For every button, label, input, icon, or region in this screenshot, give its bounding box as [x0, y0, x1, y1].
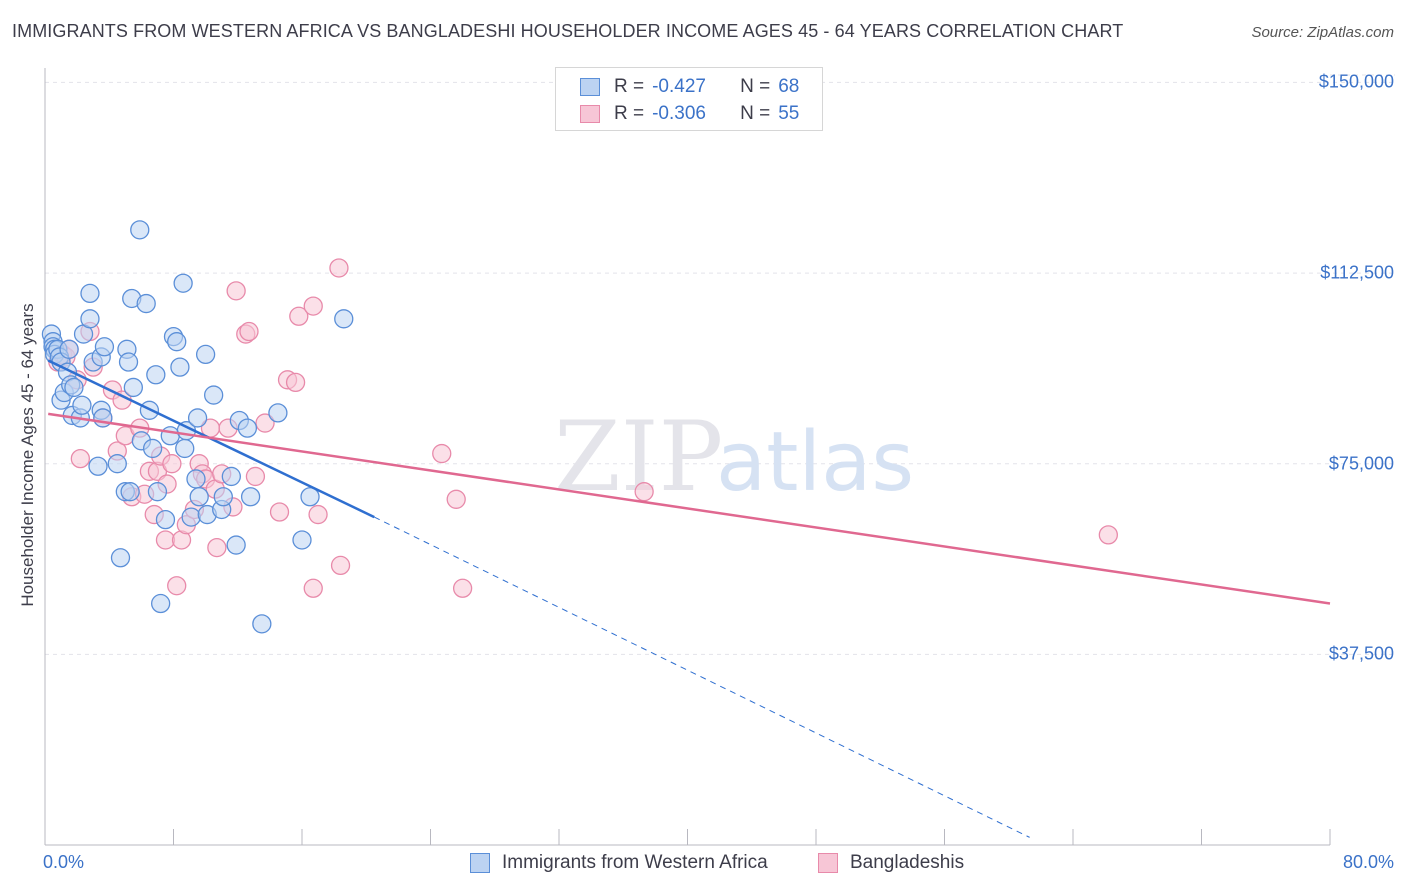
legend-r-label: R = [614, 103, 645, 124]
western-africa-point [226, 535, 246, 555]
western-africa-point [167, 332, 187, 352]
bangladeshi-point [162, 454, 182, 474]
y-tick-label-37500: $37,500 [1328, 643, 1394, 664]
x-tick-label-min: 0.0% [43, 852, 85, 872]
western-africa-point [175, 438, 195, 459]
y-tick-label-112500: $112,500 [1320, 262, 1394, 283]
chart-title: IMMIGRANTS FROM WESTERN AFRICA VS BANGLA… [12, 21, 1124, 41]
bottom-legend-western-africa: Immigrants from Western Africa [470, 852, 768, 874]
western-africa-point [150, 593, 171, 614]
bangladeshi-point [308, 504, 328, 525]
legend-swatch-pink [580, 105, 600, 123]
bangladeshi-point [285, 372, 306, 393]
western-africa-point [147, 482, 168, 502]
legend-n-value: 68 [778, 76, 800, 97]
western-africa-point [88, 456, 108, 476]
western-africa-point [187, 408, 208, 428]
legend-n-value: 55 [778, 103, 800, 124]
western-africa-point [59, 339, 79, 359]
bottom-legend-bangladeshis: Bangladeshis [818, 852, 964, 874]
bottom-legend-label-western-africa: Immigrants from Western Africa [502, 852, 768, 873]
bangladeshi-point [634, 482, 654, 502]
bottom-legend-label-bangladeshis: Bangladeshis [850, 852, 965, 873]
bottom-legend-swatch-pink [818, 853, 838, 873]
western-africa-point [221, 466, 241, 487]
western-africa-point [94, 337, 115, 357]
bangladeshi-point [1098, 525, 1118, 545]
western-africa-point [181, 507, 201, 527]
correlation-legend: R = -0.427 N = 68 R = -0.306 N = 55 [555, 67, 823, 131]
western-africa-point [130, 220, 150, 240]
western-africa-point [107, 454, 127, 474]
bangladeshi-point [155, 530, 176, 550]
bottom-legend-swatch-blue [470, 853, 490, 873]
western-africa-point [136, 293, 156, 314]
western-africa-point [292, 530, 312, 550]
bangladeshi-point [245, 466, 266, 487]
bangladeshi-point [446, 489, 466, 509]
legend-r-value: -0.427 [652, 76, 706, 97]
bangladeshi-point [303, 578, 323, 598]
western-africa-point [160, 426, 180, 446]
bangladeshi-point [303, 296, 323, 316]
western-africa-point [268, 403, 288, 423]
legend-n-label: N = [740, 103, 771, 124]
western-africa-point [173, 273, 193, 293]
western-africa-point [213, 487, 233, 507]
watermark-atlas: atlas [716, 415, 914, 510]
western-africa-point [252, 614, 272, 634]
western-africa-point [80, 283, 100, 304]
western-africa-point [72, 395, 92, 415]
western-africa-point [110, 548, 131, 568]
western-africa-point [64, 377, 84, 398]
western-africa-point [146, 365, 166, 385]
legend-swatch-blue [580, 78, 600, 96]
bangladeshi-point [452, 578, 473, 598]
bangladeshi-point [329, 258, 349, 278]
bangladeshi-point [255, 413, 275, 433]
legend-row-bangladeshis: R = -0.306 N = 55 [580, 102, 799, 126]
bangladeshi-point [289, 306, 309, 326]
y-tick-label-150000: $150,000 [1318, 71, 1394, 92]
x-tick-label-max: 80.0% [1342, 852, 1394, 872]
legend-r-value: -0.306 [652, 103, 706, 124]
western-africa-point [170, 357, 190, 377]
bangladeshi-point [167, 576, 187, 596]
legend-row-western-africa: R = -0.427 N = 68 [580, 75, 799, 99]
western-africa-point [195, 344, 216, 365]
western-africa-point [142, 438, 163, 459]
bangladeshi-trendline [48, 412, 1331, 605]
western-africa-point [334, 309, 354, 329]
bangladeshi-point [70, 448, 90, 469]
western-africa-point [237, 418, 258, 438]
western-africa-point [93, 408, 113, 428]
western-africa-point [123, 377, 143, 398]
bangladeshi-point [269, 502, 290, 522]
bangladeshi-point [226, 281, 246, 301]
legend-r-label: R = [614, 76, 645, 97]
western-africa-point [300, 487, 320, 507]
western-africa-point [118, 352, 139, 372]
western-africa-point [80, 309, 100, 329]
legend-n-label: N = [740, 76, 771, 97]
source-label: Source: ZipAtlas.com [1251, 24, 1394, 41]
western-africa-point [189, 487, 209, 507]
y-tick-label-75000: $75,000 [1328, 453, 1394, 474]
bangladeshi-point [239, 321, 259, 342]
bangladeshi-point [330, 555, 351, 576]
bangladeshi-point [432, 443, 452, 464]
western-africa-point [240, 487, 261, 507]
western-africa-trendline-extension [374, 516, 1030, 838]
western-africa-point [186, 469, 206, 489]
bangladeshi-point [207, 537, 227, 558]
western-africa-point [155, 509, 176, 530]
western-africa-point [120, 482, 140, 502]
western-africa-point [204, 385, 224, 405]
